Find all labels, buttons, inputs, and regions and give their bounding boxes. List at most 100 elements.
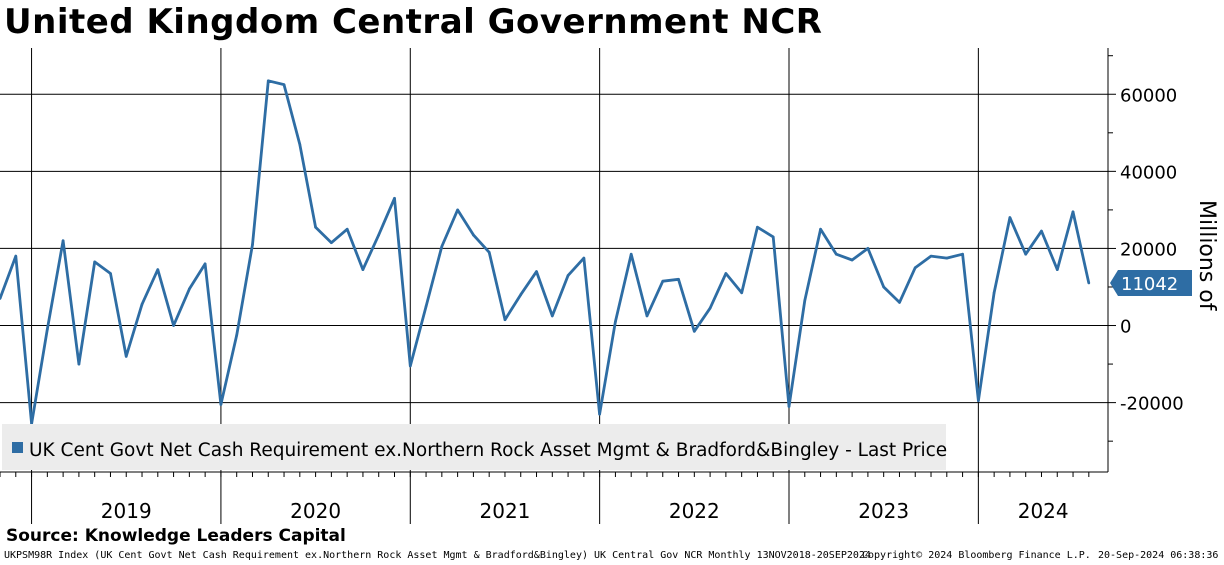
data-point bbox=[724, 272, 728, 275]
y-tick-label: 40000 bbox=[1120, 162, 1177, 183]
data-point bbox=[1087, 281, 1091, 285]
right-axis: -20000 0 20000 40000 60000 bbox=[0, 48, 1184, 477]
x-tick-label: 2020 bbox=[290, 499, 341, 523]
data-point bbox=[882, 285, 885, 289]
data-point bbox=[535, 270, 538, 273]
x-tick-label: 2023 bbox=[858, 499, 909, 523]
y-tick-label: -20000 bbox=[1120, 394, 1184, 415]
data-point bbox=[93, 260, 96, 264]
series-layer bbox=[0, 79, 1091, 426]
footer-timestamp: 20-Sep-2024 06:38:36 bbox=[1098, 550, 1219, 561]
data-point bbox=[819, 227, 822, 231]
data-point bbox=[1071, 210, 1075, 214]
data-point bbox=[1040, 229, 1043, 233]
data-point bbox=[156, 268, 160, 271]
data-point bbox=[503, 318, 507, 322]
data-point bbox=[456, 208, 459, 212]
data-point bbox=[314, 225, 317, 229]
last-value-box bbox=[1110, 269, 1192, 296]
data-point bbox=[46, 328, 49, 331]
data-point bbox=[566, 274, 570, 277]
data-point bbox=[14, 254, 18, 258]
data-point bbox=[929, 254, 933, 258]
data-point bbox=[235, 333, 238, 337]
footer-description: UKPSM98R Index (UK Cent Govt Net Cash Re… bbox=[4, 550, 871, 561]
horizontal-gridlines bbox=[0, 93, 1108, 404]
data-point bbox=[188, 287, 191, 291]
data-point bbox=[345, 227, 349, 231]
data-point bbox=[850, 258, 854, 262]
legend-box bbox=[2, 424, 946, 470]
data-point bbox=[582, 256, 586, 260]
y-axis-label: Millions of bbox=[1194, 200, 1219, 312]
last-value-marker: 11042 bbox=[1110, 269, 1192, 296]
legend-layer: UK Cent Govt Net Cash Requirement ex.Nor… bbox=[2, 424, 947, 470]
data-point bbox=[219, 403, 223, 406]
data-point bbox=[945, 256, 949, 260]
data-point bbox=[408, 364, 412, 368]
source-note: Source: Knowledge Leaders Capital bbox=[6, 526, 346, 546]
y-tick-label: 60000 bbox=[1120, 85, 1177, 106]
legend-swatch bbox=[12, 442, 23, 453]
data-point bbox=[803, 299, 807, 302]
data-point bbox=[835, 252, 838, 256]
data-point bbox=[266, 79, 270, 83]
data-point bbox=[330, 241, 333, 244]
data-point bbox=[282, 83, 286, 86]
y-tick-label: 20000 bbox=[1120, 239, 1177, 260]
data-point bbox=[771, 235, 775, 239]
chart-title: United Kingdom Central Government NCR bbox=[4, 2, 823, 42]
data-point bbox=[298, 143, 302, 146]
data-point bbox=[251, 243, 254, 246]
data-point bbox=[124, 355, 128, 358]
data-point bbox=[661, 279, 665, 283]
data-point bbox=[140, 303, 144, 306]
x-tick-label: 2021 bbox=[480, 499, 531, 523]
data-point bbox=[756, 225, 759, 229]
data-point bbox=[519, 293, 523, 296]
data-point bbox=[377, 233, 381, 237]
data-point bbox=[677, 277, 680, 281]
data-point bbox=[487, 250, 491, 254]
data-point bbox=[203, 262, 207, 266]
data-point bbox=[551, 314, 554, 318]
footer-copyright: Copyright© 2024 Bloomberg Finance L.P. bbox=[862, 550, 1091, 561]
x-axis-labels: 2019 2020 2021 2022 2023 2024 bbox=[101, 499, 1069, 523]
data-point bbox=[77, 362, 81, 366]
data-point bbox=[693, 330, 696, 333]
data-point bbox=[172, 324, 175, 327]
data-point bbox=[898, 301, 901, 304]
data-point bbox=[393, 197, 396, 200]
data-point bbox=[992, 291, 996, 295]
data-point bbox=[61, 239, 65, 243]
data-point bbox=[361, 268, 365, 271]
data-point bbox=[708, 306, 712, 310]
x-tick-label: 2024 bbox=[1018, 499, 1069, 523]
data-point bbox=[913, 266, 917, 270]
legend-label: UK Cent Govt Net Cash Requirement ex.Nor… bbox=[29, 440, 947, 461]
data-point bbox=[598, 412, 601, 416]
data-point bbox=[977, 399, 980, 402]
x-tick-label: 2022 bbox=[669, 499, 720, 523]
data-point bbox=[0, 297, 2, 300]
data-point bbox=[614, 320, 617, 323]
y-tick-label: 0 bbox=[1120, 317, 1131, 338]
data-point bbox=[1055, 268, 1059, 271]
data-point bbox=[645, 314, 649, 318]
data-point bbox=[787, 405, 791, 408]
data-point bbox=[424, 304, 428, 308]
data-point bbox=[440, 245, 444, 248]
data-point bbox=[629, 252, 633, 256]
data-point bbox=[866, 247, 870, 250]
data-point bbox=[1024, 252, 1027, 256]
data-point bbox=[472, 233, 475, 237]
data-point bbox=[1008, 216, 1012, 219]
data-point bbox=[740, 291, 743, 295]
data-point bbox=[109, 272, 112, 275]
series-line bbox=[0, 79, 1091, 426]
x-tick-label: 2019 bbox=[101, 499, 152, 523]
last-value-label: 11042 bbox=[1121, 274, 1178, 295]
data-point bbox=[961, 252, 964, 256]
vertical-gridlines bbox=[31, 48, 979, 524]
